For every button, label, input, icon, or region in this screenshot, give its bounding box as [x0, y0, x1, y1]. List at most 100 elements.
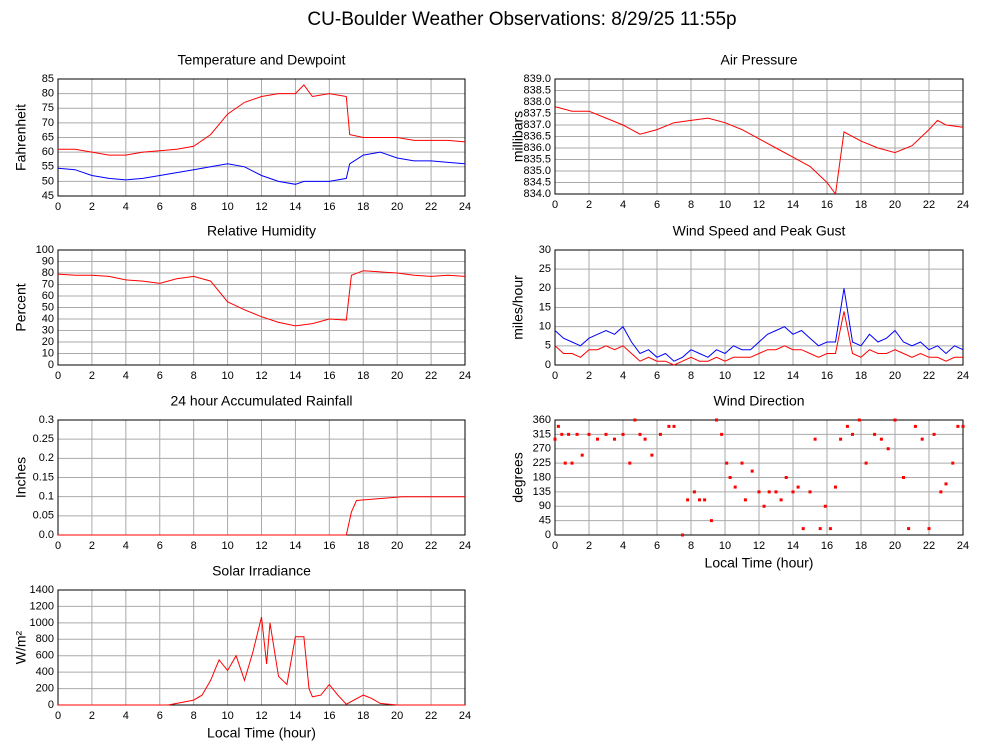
data-point — [779, 498, 783, 502]
chart-title: Wind Speed and Peak Gust — [673, 223, 846, 239]
chart-title: Solar Irradiance — [212, 563, 311, 579]
x-tick-label: 14 — [289, 201, 301, 213]
x-tick-label: 8 — [191, 710, 197, 722]
data-point — [650, 453, 654, 457]
chart-title: Temperature and Dewpoint — [177, 52, 345, 68]
x-tick-label: 2 — [586, 370, 592, 382]
x-tick-label: 18 — [855, 540, 867, 552]
x-tick-label: 22 — [923, 540, 935, 552]
x-tick-label: 8 — [191, 370, 197, 382]
x-tick-label: 0 — [55, 540, 61, 552]
data-line — [58, 616, 465, 706]
x-tick-label: 6 — [654, 540, 660, 552]
page-title: CU-Boulder Weather Observations: 8/29/25… — [307, 9, 736, 30]
x-tick-label: 18 — [855, 199, 867, 211]
x-tick-label: 18 — [855, 370, 867, 382]
y-tick-label: 180 — [533, 471, 551, 483]
y-tick-label: 45 — [539, 515, 551, 527]
y-tick-label: 225 — [533, 457, 551, 469]
x-tick-label: 8 — [688, 540, 694, 552]
data-point — [951, 461, 955, 465]
y-tick-label: 75 — [42, 102, 54, 114]
x-tick-label: 20 — [391, 370, 403, 382]
y-tick-label: 10 — [42, 347, 54, 359]
x-tick-label: 10 — [719, 199, 731, 211]
y-tick-label: 360 — [533, 414, 551, 426]
y-axis-label: Fahrenheit — [13, 104, 29, 171]
x-tick-label: 0 — [552, 199, 558, 211]
x-tick-label: 0 — [552, 540, 558, 552]
x-tick-label: 14 — [787, 540, 799, 552]
data-point — [643, 437, 647, 441]
data-point — [839, 437, 843, 441]
x-tick-label: 22 — [425, 540, 437, 552]
y-tick-label: 50 — [42, 175, 54, 187]
x-tick-label: 12 — [255, 710, 267, 722]
data-point — [762, 504, 766, 508]
data-point — [823, 504, 827, 508]
y-tick-label: 55 — [42, 161, 54, 173]
data-point — [920, 437, 924, 441]
y-tick-label: 835.5 — [523, 153, 551, 165]
x-tick-label: 24 — [459, 201, 471, 213]
data-point — [560, 432, 564, 436]
x-tick-label: 2 — [89, 710, 95, 722]
x-tick-label: 14 — [289, 710, 301, 722]
y-tick-label: 25 — [539, 263, 551, 275]
data-point — [567, 432, 571, 436]
data-point — [740, 461, 744, 465]
y-tick-label: 0.25 — [33, 433, 54, 445]
data-point — [757, 490, 761, 494]
y-axis-label: Percent — [13, 283, 29, 331]
y-tick-label: 839.0 — [523, 73, 551, 85]
y-tick-label: 0.0 — [39, 529, 54, 541]
data-point — [596, 437, 599, 441]
y-tick-label: 837.0 — [523, 119, 551, 131]
x-tick-label: 16 — [323, 540, 335, 552]
x-tick-label: 2 — [89, 201, 95, 213]
data-point — [796, 485, 800, 489]
y-tick-label: 80 — [42, 267, 54, 279]
y-tick-label: 60 — [42, 146, 54, 158]
data-point — [613, 437, 616, 441]
data-point — [864, 461, 868, 465]
data-point — [879, 437, 883, 441]
y-tick-label: 50 — [42, 301, 54, 313]
data-line — [58, 496, 465, 536]
data-point — [692, 490, 696, 494]
x-tick-label: 22 — [425, 710, 437, 722]
x-tick-label: 16 — [323, 201, 335, 213]
data-line — [57, 270, 466, 327]
y-tick-label: 0.2 — [39, 452, 54, 464]
y-tick-label: 0 — [48, 699, 54, 711]
x-tick-label: 2 — [89, 540, 95, 552]
y-tick-label: 30 — [539, 244, 551, 256]
x-tick-label: 4 — [620, 540, 626, 552]
x-tick-label: 22 — [425, 201, 437, 213]
x-tick-label: 0 — [552, 370, 558, 382]
x-tick-label: 4 — [620, 199, 626, 211]
data-point — [733, 485, 737, 489]
data-point — [633, 418, 637, 422]
x-tick-label: 22 — [923, 370, 935, 382]
y-tick-label: 30 — [42, 324, 54, 336]
data-point — [784, 476, 788, 479]
y-tick-label: 5 — [545, 340, 551, 352]
x-tick-label: 4 — [620, 370, 626, 382]
x-tick-label: 24 — [957, 199, 969, 211]
y-tick-label: 1000 — [30, 617, 54, 629]
y-axis-label: millibars — [510, 111, 526, 162]
x-tick-label: 0 — [55, 710, 61, 722]
chart-title: Wind Direction — [713, 393, 804, 409]
x-axis-label: Local Time (hour) — [705, 555, 814, 571]
x-tick-label: 2 — [586, 199, 592, 211]
x-tick-label: 18 — [357, 540, 369, 552]
data-point — [570, 461, 574, 465]
x-tick-label: 18 — [357, 370, 369, 382]
x-tick-label: 8 — [191, 540, 197, 552]
data-line — [58, 84, 466, 156]
data-point — [845, 424, 849, 428]
x-tick-label: 12 — [255, 201, 267, 213]
data-point — [709, 519, 713, 523]
